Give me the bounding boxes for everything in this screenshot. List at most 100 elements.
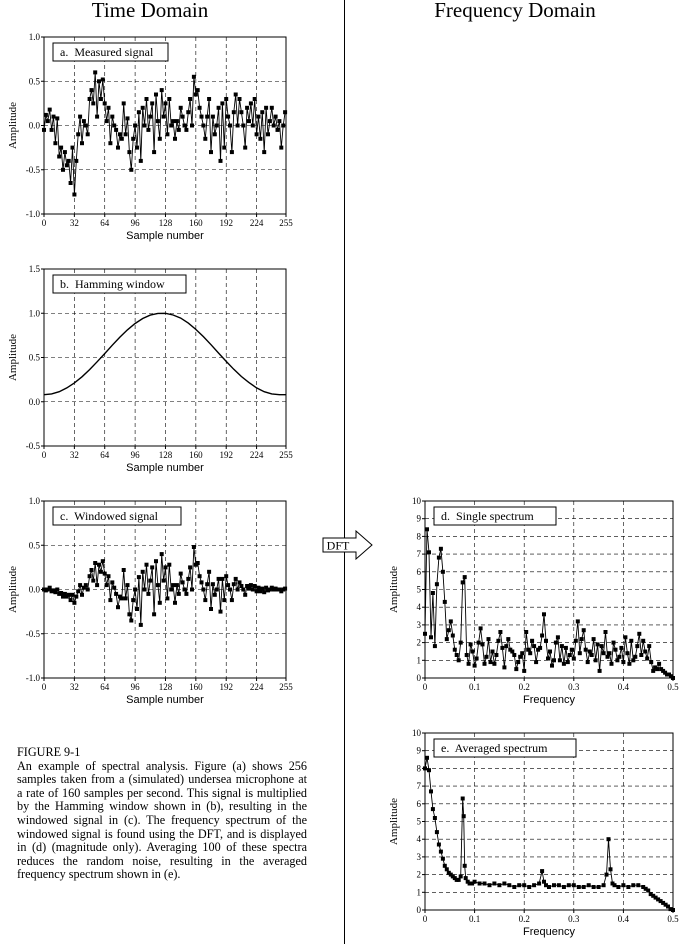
data-point — [241, 587, 246, 592]
data-point — [477, 881, 482, 886]
data-point — [167, 97, 172, 101]
y-tick-label-4: 4 — [417, 834, 422, 844]
data-point — [577, 651, 582, 656]
data-point — [458, 874, 463, 879]
data-point — [540, 633, 545, 638]
data-point — [235, 587, 240, 592]
data-point — [135, 607, 139, 611]
time-domain-heading: Time Domain — [91, 0, 209, 22]
data-point — [62, 150, 67, 155]
data-point — [641, 885, 646, 889]
data-point — [229, 150, 234, 155]
data-point — [546, 656, 550, 661]
data-point — [229, 598, 234, 603]
data-point — [544, 638, 548, 643]
data-point — [231, 110, 236, 115]
data-point — [254, 589, 259, 594]
data-point — [87, 574, 92, 579]
data-point — [532, 883, 537, 888]
data-point — [110, 114, 115, 119]
data-point — [527, 885, 532, 889]
data-point — [524, 630, 529, 634]
data-point — [663, 902, 668, 907]
data-point — [243, 592, 248, 597]
x-axis-label: Sample number — [126, 230, 204, 242]
data-point — [537, 881, 542, 886]
data-point — [631, 658, 636, 663]
data-point — [222, 145, 227, 150]
data-point — [165, 132, 170, 137]
data-point — [148, 114, 153, 119]
data-point — [601, 883, 606, 888]
data-point — [468, 642, 473, 647]
data-point — [482, 881, 487, 886]
data-point — [442, 863, 447, 868]
y-tick-label-7: 7 — [417, 781, 422, 791]
data-point — [432, 816, 437, 820]
data-point — [645, 656, 650, 661]
data-point — [434, 830, 439, 835]
data-point — [444, 637, 449, 642]
data-point — [207, 97, 212, 101]
data-point — [165, 596, 170, 601]
chart-title: e. Averaged spectrum — [441, 741, 548, 755]
data-point — [142, 587, 147, 592]
data-point — [647, 644, 652, 649]
data-point — [271, 123, 276, 128]
data-point — [154, 559, 158, 564]
data-point — [150, 565, 155, 570]
data-point — [522, 883, 527, 888]
data-point — [243, 145, 248, 150]
data-point — [601, 651, 606, 656]
data-point — [462, 575, 467, 580]
data-point — [425, 527, 429, 532]
data-point — [429, 635, 433, 640]
data-point — [583, 647, 588, 652]
data-point — [448, 619, 453, 624]
data-point — [576, 885, 581, 889]
series-line-b — [43, 312, 286, 396]
data-point — [427, 550, 431, 555]
data-point — [440, 569, 445, 574]
data-point — [561, 885, 566, 889]
data-point — [616, 885, 621, 889]
data-point — [190, 587, 194, 592]
data-point — [596, 885, 601, 889]
data-point — [159, 552, 164, 557]
data-point — [538, 645, 543, 650]
data-point — [125, 583, 130, 588]
data-point — [161, 114, 166, 119]
data-point — [197, 574, 202, 579]
data-point — [74, 594, 79, 599]
data-point — [283, 110, 288, 115]
data-point — [262, 590, 267, 595]
data-point — [585, 660, 590, 665]
data-point — [157, 136, 162, 141]
data-point — [591, 885, 596, 889]
data-point — [517, 883, 522, 888]
data-point — [195, 561, 200, 565]
data-point — [191, 545, 196, 549]
data-point — [466, 661, 471, 666]
data-point — [666, 904, 670, 909]
data-point — [522, 668, 527, 673]
data-point — [258, 589, 263, 594]
data-point — [544, 883, 548, 888]
data-point — [214, 587, 219, 592]
data-point — [212, 592, 217, 597]
data-point — [112, 585, 117, 590]
data-point — [203, 136, 208, 141]
data-point — [218, 609, 223, 614]
x-tick-label-0-3: 0.3 — [568, 682, 580, 692]
data-point — [61, 167, 65, 172]
data-point — [76, 132, 81, 137]
data-point — [239, 110, 244, 115]
data-point — [436, 842, 441, 847]
data-point — [184, 127, 189, 132]
data-point — [623, 635, 628, 640]
data-point — [199, 114, 204, 119]
y-tick-label-10: 10 — [412, 728, 422, 738]
data-point — [70, 145, 75, 150]
data-point — [488, 660, 493, 665]
